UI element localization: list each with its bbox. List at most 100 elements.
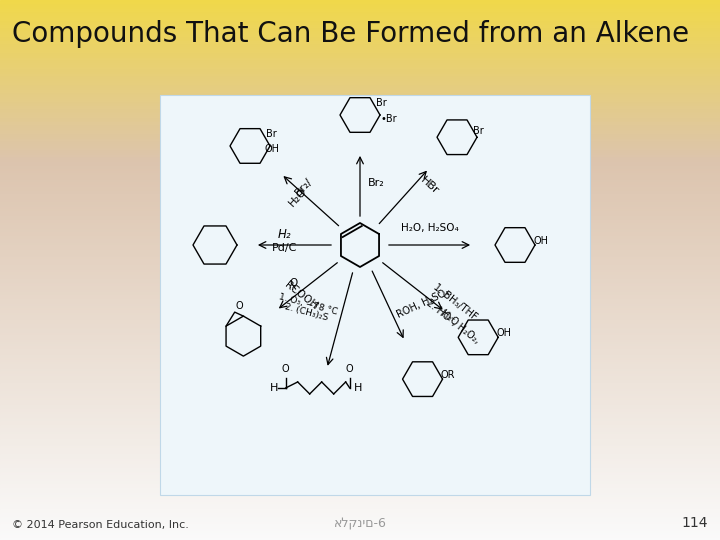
Bar bbox=[0, 47, 720, 49]
Bar bbox=[0, 374, 720, 376]
Bar bbox=[0, 488, 720, 490]
Bar bbox=[0, 214, 720, 216]
Bar bbox=[0, 29, 720, 31]
Bar bbox=[0, 288, 720, 290]
Bar bbox=[0, 441, 720, 443]
Bar bbox=[0, 387, 720, 389]
Bar bbox=[0, 142, 720, 144]
Bar bbox=[0, 245, 720, 247]
Bar bbox=[0, 376, 720, 378]
Bar bbox=[0, 184, 720, 185]
Text: H₂O: H₂O bbox=[287, 185, 309, 208]
Bar bbox=[0, 482, 720, 484]
Bar bbox=[0, 104, 720, 106]
Bar bbox=[0, 272, 720, 274]
Bar bbox=[0, 209, 720, 211]
Bar bbox=[0, 92, 720, 93]
Bar bbox=[0, 241, 720, 243]
Bar bbox=[0, 367, 720, 369]
Bar bbox=[0, 470, 720, 471]
Bar bbox=[0, 117, 720, 119]
Bar bbox=[0, 513, 720, 515]
Bar bbox=[0, 443, 720, 444]
Bar bbox=[0, 481, 720, 482]
Bar bbox=[0, 115, 720, 117]
Bar bbox=[0, 299, 720, 301]
Bar bbox=[0, 448, 720, 450]
Bar bbox=[0, 282, 720, 285]
Bar bbox=[0, 196, 720, 198]
Bar bbox=[0, 204, 720, 205]
Bar bbox=[0, 79, 720, 81]
Bar bbox=[0, 238, 720, 239]
Bar bbox=[0, 412, 720, 414]
Bar bbox=[0, 169, 720, 171]
Bar bbox=[0, 393, 720, 394]
Text: 1. O₃, −78 °C: 1. O₃, −78 °C bbox=[278, 293, 338, 317]
Bar bbox=[0, 103, 720, 104]
Bar bbox=[0, 295, 720, 297]
Bar bbox=[0, 304, 720, 306]
Bar bbox=[0, 533, 720, 535]
Bar bbox=[0, 285, 720, 286]
Bar bbox=[0, 394, 720, 396]
Text: OH: OH bbox=[496, 328, 511, 339]
Bar bbox=[0, 178, 720, 180]
Bar bbox=[0, 216, 720, 218]
Bar bbox=[0, 340, 720, 342]
Bar bbox=[0, 324, 720, 326]
Bar bbox=[0, 477, 720, 479]
Bar bbox=[0, 108, 720, 110]
Bar bbox=[0, 166, 720, 167]
Bar bbox=[0, 390, 720, 393]
Bar bbox=[0, 369, 720, 371]
Bar bbox=[0, 356, 720, 358]
Bar bbox=[0, 463, 720, 464]
Bar bbox=[0, 139, 720, 140]
Bar bbox=[0, 380, 720, 382]
Text: H₂O: H₂O bbox=[439, 308, 460, 328]
Bar bbox=[0, 54, 720, 56]
Bar bbox=[0, 34, 720, 36]
Bar bbox=[0, 389, 720, 390]
Text: OR: OR bbox=[441, 370, 455, 380]
Bar bbox=[0, 405, 720, 407]
Bar bbox=[0, 9, 720, 11]
Bar bbox=[0, 16, 720, 18]
Bar bbox=[0, 466, 720, 468]
Bar bbox=[0, 274, 720, 275]
Bar bbox=[0, 339, 720, 340]
Bar bbox=[0, 236, 720, 238]
Bar bbox=[0, 425, 720, 427]
Bar bbox=[0, 454, 720, 455]
Text: 2. HO⁻, H₂O₂,: 2. HO⁻, H₂O₂, bbox=[425, 298, 482, 346]
Text: Br₂: Br₂ bbox=[368, 178, 384, 188]
Text: ROH, H₂SO₄: ROH, H₂SO₄ bbox=[395, 287, 451, 320]
Bar bbox=[0, 452, 720, 454]
Bar bbox=[0, 333, 720, 335]
Bar bbox=[0, 27, 720, 29]
Bar bbox=[0, 189, 720, 191]
Bar bbox=[0, 22, 720, 23]
Bar bbox=[0, 93, 720, 96]
Bar bbox=[0, 320, 720, 322]
Bar bbox=[0, 457, 720, 459]
Bar bbox=[0, 347, 720, 349]
Text: 1. BH₃/THF: 1. BH₃/THF bbox=[431, 282, 479, 322]
Text: Br: Br bbox=[376, 98, 387, 108]
Bar bbox=[0, 227, 720, 228]
Bar bbox=[0, 401, 720, 403]
Bar bbox=[0, 173, 720, 174]
Bar bbox=[0, 536, 720, 538]
Bar bbox=[0, 20, 720, 22]
Bar bbox=[0, 50, 720, 52]
Bar bbox=[0, 135, 720, 137]
Bar bbox=[0, 180, 720, 182]
Bar bbox=[0, 511, 720, 513]
Bar bbox=[0, 112, 720, 113]
Text: H: H bbox=[354, 383, 362, 393]
Bar bbox=[0, 349, 720, 351]
Bar bbox=[0, 201, 720, 204]
Bar bbox=[0, 70, 720, 72]
Bar bbox=[0, 228, 720, 231]
